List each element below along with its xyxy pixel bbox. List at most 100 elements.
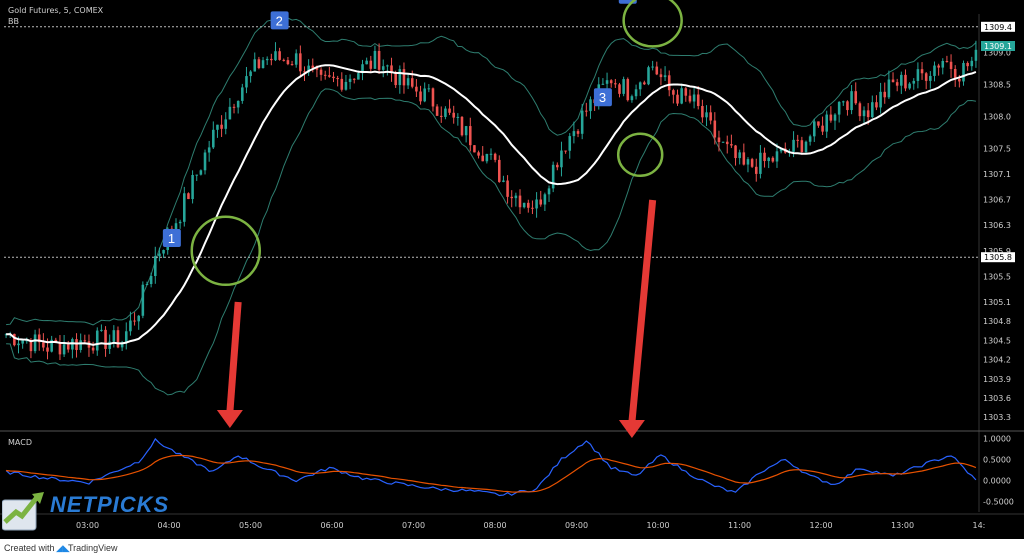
price-tag-label: 1305.8 [984,253,1012,262]
candle-body [17,343,20,346]
candle-body [696,94,700,107]
candle-body [970,60,974,67]
candle-body [381,66,385,70]
candle-body [527,202,530,208]
candle-body [319,69,323,75]
candle-body [13,333,16,346]
candle-body [949,61,953,69]
candle-body [601,83,605,85]
candle-body [895,82,899,86]
candle-body [688,95,692,102]
price-axis: 1309.0 1308.5 1308.0 1307.5 1307.1 1306.7 1306… [978,14,1015,512]
candle-body [493,153,497,160]
candle-body [887,79,891,98]
candle-body [390,65,393,73]
candle-body [124,331,128,343]
candle-body [199,170,203,175]
candle-body [717,137,721,143]
candle-body [651,66,654,68]
time-tick-label: 08:00 [484,521,507,530]
candle-body [249,71,252,77]
candle-body [941,60,945,68]
candle-body [638,82,642,90]
time-tick-label: 04:00 [158,521,181,530]
candle-body [974,49,978,61]
candle-body [315,67,319,70]
candle-body [241,87,244,101]
price-tick-label: 1308.5 [983,80,1011,89]
candle-body [133,320,136,322]
candle-body [120,342,124,348]
horizontal-levels [4,26,978,258]
candle-body [332,76,335,79]
candle-body [763,152,766,162]
candle-body [274,51,277,61]
candle-body [448,108,451,113]
candle-body [920,69,924,74]
candle-body [303,71,306,73]
candle-body [419,91,422,102]
candle-body [767,157,770,162]
candle-body [609,80,613,84]
candle-body [58,341,62,355]
candle-body [680,88,683,104]
candle-body [709,112,712,121]
price-tag-label: 1309.4 [984,23,1012,32]
candle-body [962,62,965,82]
price-tick-label: 1306.7 [983,196,1011,205]
candle-body [659,74,663,78]
price-tick-label: 1305.5 [983,272,1011,281]
logo-text: NETPICKS [50,492,170,517]
candle-body [4,334,8,336]
candle-body [614,83,617,85]
arrow-shaft [226,301,242,413]
candle-body [506,180,509,197]
candle-body [348,78,352,82]
macd-tick-label: 0.0000 [983,476,1011,485]
price-tick-label: 1307.5 [983,144,1011,153]
candle-body [344,81,348,90]
candle-body [42,342,45,348]
candle-body [692,94,696,102]
candle-body [904,74,907,89]
marker-label-3: 3 [599,90,606,105]
candle-body [730,144,733,146]
candle-body [406,78,410,86]
candle-body [539,199,543,205]
candle-body [871,102,874,118]
time-tick-label: 14: [973,521,986,530]
price-tick-label: 1303.9 [983,375,1011,384]
price-tick-label: 1306.3 [983,221,1011,230]
candle-body [468,126,472,146]
candle-body [796,139,799,141]
price-tick-label: 1305.9 [983,247,1011,256]
candle-body [294,53,298,65]
candle-body [543,194,547,205]
tradingview-brand[interactable]: TradingView [68,543,118,553]
candle-body [141,284,145,316]
candle-body [365,60,368,65]
candle-body [775,151,779,162]
candle-body [489,153,493,155]
candle-body [556,164,559,168]
candle-body [25,340,29,342]
candle-body [647,67,650,85]
candle-body [377,50,381,70]
candle-body [212,129,215,148]
highlight-circle [616,132,664,178]
candle-body [129,320,132,332]
candle-body [112,330,116,342]
candle-body [933,65,936,76]
time-axis: 03:00 04:00 05:00 06:00 07:00 08:00 09:00 10:00… [0,513,1024,530]
candle-body [721,141,725,143]
candle-body [427,88,431,90]
candle-body [547,188,551,195]
candle-body [572,131,576,137]
candle-body [634,89,638,97]
candle-body [21,340,24,344]
candle-body [282,59,286,61]
candle-body [477,152,480,156]
candle-body [618,84,621,94]
candle-body [833,114,837,121]
